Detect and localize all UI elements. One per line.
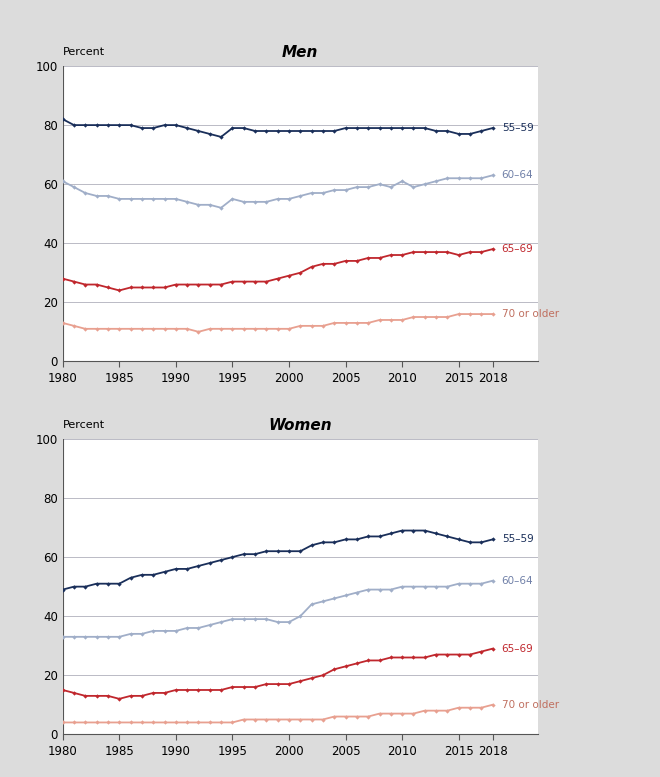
Text: Women: Women — [269, 418, 332, 434]
Text: Percent: Percent — [63, 47, 105, 57]
Text: 60–64: 60–64 — [502, 576, 533, 586]
Text: 70 or older: 70 or older — [502, 700, 559, 709]
Text: 55–59: 55–59 — [502, 535, 533, 545]
Text: Men: Men — [282, 45, 319, 61]
Text: 70 or older: 70 or older — [502, 309, 559, 319]
Text: 55–59: 55–59 — [502, 123, 533, 133]
Text: 65–69: 65–69 — [502, 244, 533, 254]
Text: 60–64: 60–64 — [502, 170, 533, 180]
Text: 65–69: 65–69 — [502, 643, 533, 653]
Text: Percent: Percent — [63, 420, 105, 430]
